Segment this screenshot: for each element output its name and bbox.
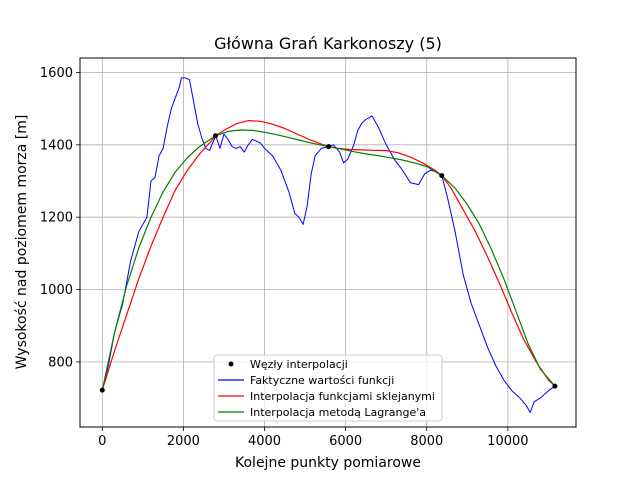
legend-marker-nodes [228,361,234,367]
series-layer [99,77,558,413]
legend-label-spline: Interpolacja funkcjami sklejanymi [250,390,435,403]
ticks: 0 2000 4000 6000 8000 10000 800 1000 1200 1400 160… [40,66,529,449]
interpolation-node [439,173,445,179]
actual-values-line [101,77,556,413]
y-tick-label: 800 [48,355,73,370]
legend-label-lagrange: Interpolacja metodą Lagrange'a [250,406,426,419]
x-tick-label: 8000 [410,434,443,449]
interpolation-node [99,387,105,393]
y-tick-label: 1600 [40,66,73,81]
y-axis-label: Wysokość nad poziomem morza [m] [14,115,30,370]
y-tick-label: 1400 [40,138,73,153]
interpolation-node [552,383,558,389]
legend-label-nodes: Węzły interpolacji [250,358,348,371]
x-tick-label: 2000 [167,434,200,449]
interpolation-node [326,144,332,150]
legend-box [213,354,443,422]
x-tick-label: 10000 [487,434,528,449]
x-tick-label: 4000 [248,434,281,449]
x-axis-label: Kolejne punkty pomiarowe [235,455,421,471]
x-tick-label: 0 [98,434,106,449]
plot-frame [79,57,577,428]
chart-title: Główna Grań Karkonoszy (5) [214,34,442,53]
legend-label-actual: Faktyczne wartości funkcji [250,374,394,387]
y-tick-label: 1200 [40,211,73,226]
interpolation-node [212,133,218,139]
legend: Węzły interpolacji Faktyczne wartości fu… [213,354,443,422]
x-tick-label: 6000 [329,434,362,449]
y-tick-label: 1000 [40,283,73,298]
